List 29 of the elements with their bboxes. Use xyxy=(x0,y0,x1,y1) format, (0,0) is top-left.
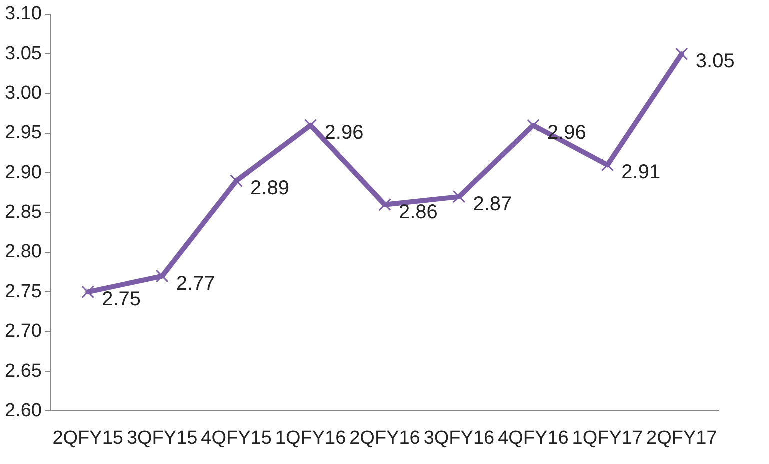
data-label: 3.05 xyxy=(696,50,735,73)
text: 3.05 xyxy=(4,43,42,64)
data-label: 2.96 xyxy=(324,122,364,144)
x-tick-label: 1QFY16 xyxy=(275,428,346,449)
data-label: 2.75 xyxy=(102,288,142,311)
text: 2.85 xyxy=(4,202,42,224)
x-tick-label: 3QFY15 xyxy=(126,428,198,449)
x-tick-label: 4QFY15 xyxy=(201,428,272,449)
data-label: 2.86 xyxy=(398,201,438,224)
x-tick-label: 2QFY17 xyxy=(646,428,718,449)
data-label: 2.87 xyxy=(473,193,512,216)
text: 2.90 xyxy=(4,162,42,184)
text: 3.00 xyxy=(4,82,42,104)
text: 3.10 xyxy=(4,4,42,25)
text: 2.70 xyxy=(4,321,42,342)
text: 2.80 xyxy=(4,242,42,263)
text: 2.60 xyxy=(4,400,42,422)
text: 2.95 xyxy=(4,122,42,144)
x-tick-label: 2QFY15 xyxy=(52,428,124,449)
text: 2.75 xyxy=(4,281,42,302)
x-tick-label: 2QFY16 xyxy=(350,428,420,449)
data-label: 2.96 xyxy=(547,122,586,144)
data-label: 2.89 xyxy=(250,178,290,200)
data-label: 2.91 xyxy=(622,162,661,184)
x-tick-label: 4QFY16 xyxy=(498,428,569,449)
data-label: 2.77 xyxy=(176,272,216,295)
x-tick-label: 1QFY17 xyxy=(572,428,644,449)
x-tick-label: 3QFY16 xyxy=(424,428,495,449)
text: 2.65 xyxy=(4,360,42,382)
